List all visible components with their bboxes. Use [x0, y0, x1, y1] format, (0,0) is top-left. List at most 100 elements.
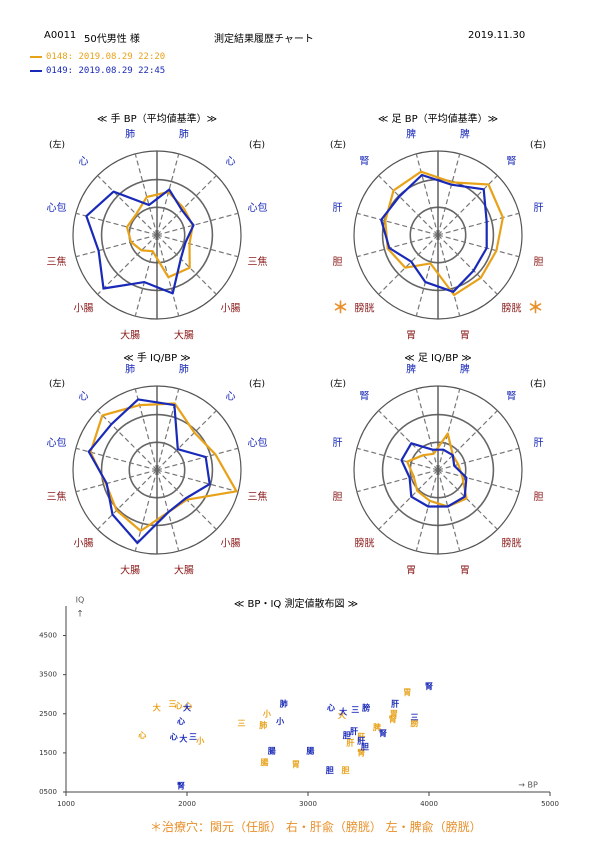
radar-spoke	[156, 469, 239, 493]
scatter-point-0148: 三	[237, 719, 245, 728]
radar-spoke	[75, 212, 158, 236]
radar-axis-label: 三焦	[47, 255, 67, 268]
radar-series-0149	[85, 188, 195, 295]
radar-axis-label: 胃	[460, 564, 470, 576]
radar-spoke	[437, 234, 520, 258]
side-label-right: (右)	[249, 378, 265, 390]
radar-title: ≪ 足 BP（平均値基準）≫	[378, 112, 498, 125]
scatter-point-0148: 心	[175, 700, 183, 710]
scatter-y-arrow: ↑	[76, 610, 84, 620]
y-tick-label: 1500	[39, 749, 57, 757]
radar-title: ≪ 手 IQ/BP ≫	[123, 351, 191, 364]
legend-label-0149: 0149: 2019.08.29 22:45	[46, 66, 166, 76]
radar-spoke	[156, 212, 239, 236]
radar-spoke	[156, 410, 217, 471]
radar-spoke	[415, 153, 439, 236]
scatter-point-0148: 腎	[357, 747, 365, 757]
scatter-point-0149: 肺	[280, 699, 288, 709]
radar-axis-label: 胆	[333, 256, 343, 268]
radar-spoke	[437, 469, 498, 530]
scatter-point-0149: 大	[179, 734, 187, 744]
radar-spoke	[156, 469, 180, 552]
side-label-left: (左)	[330, 139, 346, 151]
legend-swatch-orange	[30, 55, 42, 58]
y-tick-label: 0500	[39, 788, 57, 796]
radar-spoke	[156, 447, 239, 471]
scatter-point-0149: 腸	[306, 745, 314, 755]
y-tick-label: 4500	[39, 632, 57, 640]
radar-axis-label: 腎	[359, 155, 369, 167]
radar-spoke	[437, 175, 498, 236]
scatter-point-0149: 胆	[361, 743, 369, 752]
scatter-point-0148: 大	[338, 710, 346, 720]
radar-axis-label: 胆	[533, 491, 543, 503]
patient-id: A0011	[44, 30, 77, 41]
scatter-point-0149: 肝	[357, 737, 365, 746]
radar-axis-label: 胃	[406, 329, 416, 341]
x-tick-label: 5000	[541, 800, 559, 808]
scatter-point-0149: 腎	[425, 681, 433, 691]
radar-series-0149	[380, 173, 488, 293]
radar-axis-label: 肺	[179, 364, 189, 376]
radar-spoke	[437, 469, 520, 493]
radar-axis-label: 胆	[333, 491, 343, 503]
radar-axis-label: 脾	[460, 363, 470, 376]
scatter-point-0149: 肝	[350, 727, 358, 736]
scatter-point-0148: 胃	[403, 688, 411, 697]
scatter-point-0149: 大	[339, 706, 347, 716]
warning-mark-icon: ＊	[332, 298, 348, 317]
scatter-point-0149: 心	[177, 716, 185, 726]
legend-swatch-blue	[30, 69, 42, 72]
scatter-point-0149: 三	[351, 705, 359, 714]
side-label-right: (右)	[249, 139, 265, 151]
radar-spoke	[134, 234, 158, 317]
radar-spoke	[156, 175, 217, 236]
scatter-x-label: → BP	[518, 781, 538, 790]
scatter-point-0148: 心	[184, 700, 192, 710]
radar-spoke	[378, 175, 439, 236]
radar-spoke	[156, 153, 180, 236]
scatter-point-0149: 心	[327, 702, 335, 712]
radar-spoke	[437, 234, 461, 317]
side-label-right: (右)	[530, 139, 546, 151]
radar-axis-label: 心包	[47, 201, 67, 214]
radar-axis-label: 三焦	[247, 490, 267, 503]
radar-axis-label: 三焦	[47, 490, 67, 503]
patient-group: 50代男性 様	[84, 34, 140, 45]
radar-spoke	[378, 234, 439, 295]
radar-axis-label: 胆	[533, 256, 543, 268]
x-tick-label: 1000	[57, 800, 75, 808]
scatter-point-0148: 三	[168, 700, 176, 709]
radar-spoke	[415, 234, 439, 317]
scatter-point-0148: 肺	[259, 720, 267, 730]
report-date: 2019.11.30	[468, 30, 526, 41]
radar-axis-label: 腎	[507, 390, 517, 402]
radar-axis-label: 脾	[460, 128, 470, 141]
scatter-y-label: IQ	[76, 596, 85, 605]
scatter-point-0148: 小	[195, 736, 204, 746]
radar-axis-label: 心	[226, 155, 236, 167]
scatter-point-0148: 胃	[390, 709, 398, 718]
scatter-point-0149: 腎	[379, 728, 387, 738]
scatter-point-0148: 肝	[346, 739, 354, 748]
scatter-point-0148: 腎	[389, 714, 397, 724]
radar-series-0149	[400, 442, 468, 508]
radar-spoke	[378, 410, 439, 471]
scatter-point-0149: 小	[275, 716, 284, 726]
scatter-point-0149: 胆	[343, 731, 351, 740]
radar-spoke	[378, 469, 439, 530]
page-title: 測定結果履歴チャート	[214, 34, 314, 45]
radar-spoke	[437, 469, 461, 552]
scatter-point-0149: 胆	[326, 766, 334, 775]
radar-series-0148	[406, 432, 468, 508]
radar-axis-label: 胃	[406, 564, 416, 576]
radar-axis-label: 脾	[406, 128, 416, 141]
radar-spoke	[415, 388, 439, 471]
x-tick-label: 4000	[420, 800, 438, 808]
warning-mark-icon: ＊	[528, 298, 544, 317]
legend-entry-0148: 0148: 2019.08.29 22:20	[30, 52, 165, 62]
